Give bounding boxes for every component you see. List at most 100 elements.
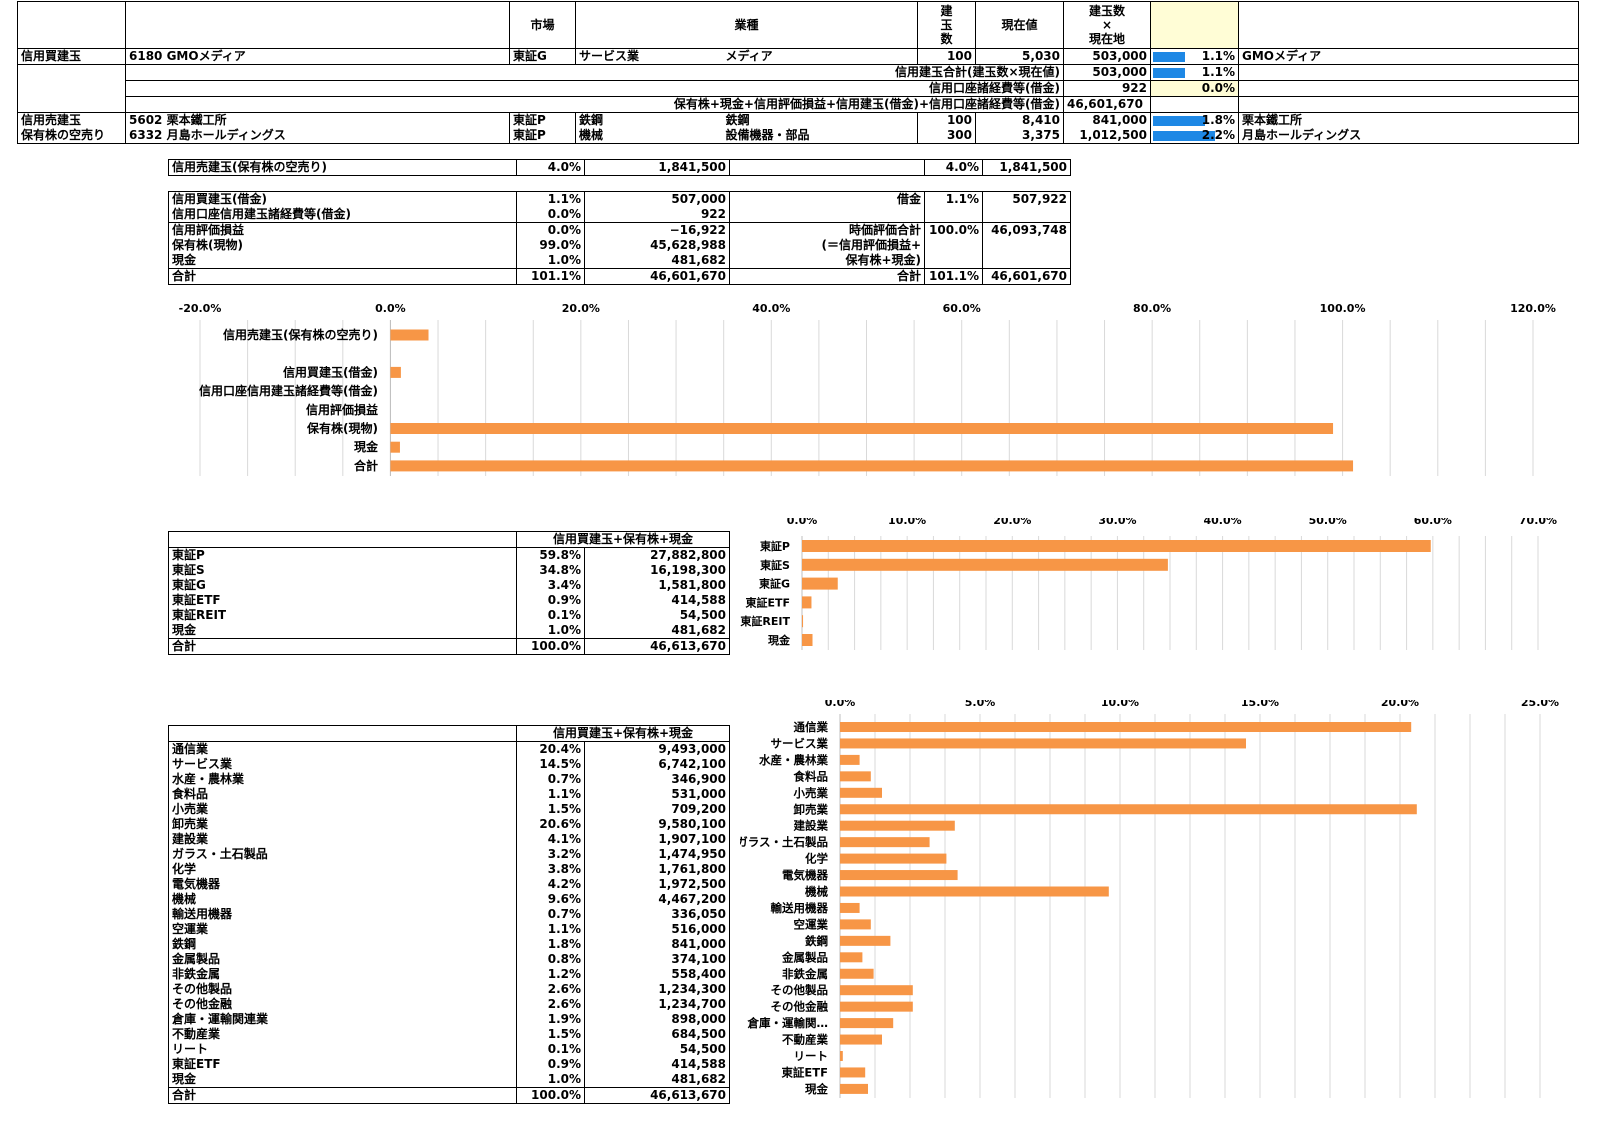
cell-label: 合計	[168, 1087, 517, 1104]
cell-value: 1,474,950	[584, 847, 730, 862]
bar	[840, 886, 1109, 897]
cell-value: 841,000	[584, 937, 730, 952]
category-label: 保有株(現物)	[306, 421, 378, 436]
bar	[840, 902, 860, 913]
cell-pct: 20.4%	[516, 741, 585, 757]
category-label: 非鉄金属	[782, 967, 828, 981]
cell-label: 東証ETF	[168, 1057, 517, 1072]
tick-label: 80.0%	[1133, 302, 1171, 315]
cell-value: 1,907,100	[584, 832, 730, 847]
tick-label: 25.0%	[1521, 700, 1559, 709]
table-row: 金属製品 0.8% 374,100	[168, 952, 730, 967]
table-row: 不動産業 1.5% 684,500	[168, 1027, 730, 1042]
tick-label: 5.0%	[965, 700, 996, 709]
tick-label: 0.0%	[787, 518, 818, 527]
bar	[802, 634, 813, 646]
table-row: 東証REIT 0.1% 54,500	[168, 608, 730, 623]
table-row: その他金融 2.6% 1,234,700	[168, 997, 730, 1012]
cell-label: 通信業	[168, 741, 517, 757]
category-label: 現金	[354, 439, 379, 454]
cell-pct: 4.1%	[516, 832, 585, 847]
cell-label: 東証P	[168, 547, 517, 563]
category-label: 信用売建玉(保有株の空売り)	[223, 327, 378, 342]
cell-label: 水産・農林業	[168, 772, 517, 787]
cell-label: 電気機器	[168, 877, 517, 892]
category-label: 東証REIT	[740, 614, 790, 628]
cell-label: 空運業	[168, 922, 517, 937]
category-label: 小売業	[793, 786, 829, 800]
cell-value: 516,000	[584, 922, 730, 937]
cell-value: 414,588	[584, 593, 730, 608]
market-chart: 0.0% 10.0% 20.0% 30.0% 40.0% 50.0% 60.0% 70.0% 東…	[740, 518, 1557, 650]
bar	[840, 1018, 894, 1029]
cell-pct: 0.7%	[516, 772, 585, 787]
category-label: 電気機器	[782, 868, 828, 882]
bar	[840, 968, 874, 979]
bar	[802, 596, 812, 609]
cell-pct: 100.0%	[516, 1087, 585, 1104]
cell-pct: 3.4%	[516, 578, 585, 593]
table-row: 鉄鋼 1.8% 841,000	[168, 937, 730, 952]
table-row: 倉庫・運輸関連業 1.9% 898,000	[168, 1012, 730, 1027]
cell-value: 346,900	[584, 772, 730, 787]
table-row: 小売業 1.5% 709,200	[168, 802, 730, 817]
table-row: その他製品 2.6% 1,234,300	[168, 982, 730, 997]
cell-pct: 2.6%	[516, 997, 585, 1012]
table-row: 建設業 4.1% 1,907,100	[168, 832, 730, 847]
cell-pct: 0.9%	[516, 593, 585, 608]
summary-table: 信用買建玉(借金) 1.1% 507,000 借金 1.1% 507,922 信…	[168, 191, 1071, 285]
cell-pct: 0.1%	[516, 608, 585, 623]
category-label: 機械	[805, 885, 828, 899]
tick-label: 120.0%	[1510, 302, 1556, 315]
cell-value: 1,234,300	[584, 982, 730, 997]
cell-label: 東証ETF	[168, 593, 517, 608]
category-label: ガラス・土石製品	[740, 835, 828, 849]
tick-label: 10.0%	[1101, 700, 1139, 709]
market-table: 信用買建玉+保有株+現金 東証P 59.8% 27,882,800 東証S 34.8% 1…	[168, 531, 730, 655]
cell-value: 9,493,000	[584, 741, 730, 757]
table-row: 輸送用機器 0.7% 336,050	[168, 907, 730, 922]
table-row: 東証G 3.4% 1,581,800	[168, 578, 730, 593]
header-price: 現在値	[975, 1, 1064, 49]
composition-chart: -20.0% 0.0% 20.0% 40.0% 60.0% 80.0% 100.0% 120.…	[179, 302, 1556, 476]
category-label: 信用評価損益	[306, 402, 378, 417]
cell-value: 9,580,100	[584, 817, 730, 832]
cell-pct: 1.0%	[516, 1072, 585, 1088]
bar	[390, 329, 429, 341]
cell-value: 709,200	[584, 802, 730, 817]
cell-pct: 3.2%	[516, 847, 585, 862]
cell-label: 東証REIT	[168, 608, 517, 623]
bar	[840, 820, 955, 831]
cell-pct: 1.9%	[516, 1012, 585, 1027]
cell-value: 481,682	[584, 623, 730, 639]
bar	[802, 577, 838, 590]
category-label: 建設業	[794, 819, 829, 833]
header-sector: 業種	[575, 1, 918, 49]
cell-value: 46,613,670	[584, 1087, 730, 1104]
tick-label: 30.0%	[1098, 518, 1136, 527]
cell-value: 6,742,100	[584, 757, 730, 772]
cell-value: 414,588	[584, 1057, 730, 1072]
table-row: ガラス・土石製品 3.2% 1,474,950	[168, 847, 730, 862]
cell-value: 4,467,200	[584, 892, 730, 907]
cell-pct: 20.6%	[516, 817, 585, 832]
cell-pct: 100.0%	[516, 638, 585, 655]
cell-pct: 4.2%	[516, 877, 585, 892]
tick-label: 15.0%	[1241, 700, 1279, 709]
cell-label: ガラス・土石製品	[168, 847, 517, 862]
cell-value: 336,050	[584, 907, 730, 922]
tick-label: 60.0%	[1414, 518, 1452, 527]
header-value: 建玉数 × 現在地	[1063, 1, 1151, 49]
bar	[840, 1001, 913, 1012]
cell-value: 27,882,800	[584, 547, 730, 563]
cell-label: 非鉄金属	[168, 967, 517, 982]
tick-label: 20.0%	[562, 302, 600, 315]
cell-value: 46,613,670	[584, 638, 730, 655]
cell-value: 54,500	[584, 608, 730, 623]
bar	[390, 366, 401, 378]
category-label: 食料品	[794, 769, 829, 783]
table-row: 現金 1.0% 481,682	[168, 623, 730, 639]
cell-pct: 1.1%	[516, 922, 585, 937]
tick-label: 40.0%	[1203, 518, 1241, 527]
cell-value: 374,100	[584, 952, 730, 967]
